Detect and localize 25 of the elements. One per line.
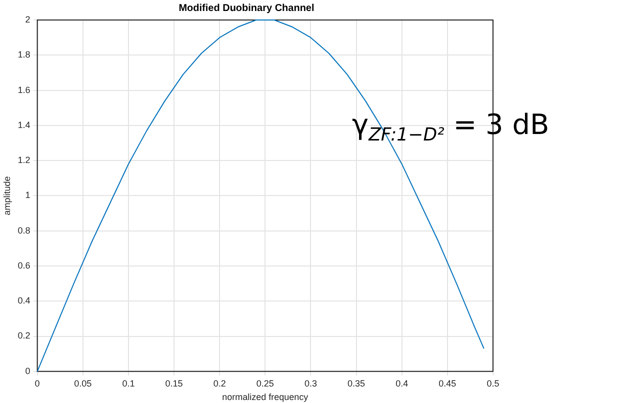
- y-tick-label: 1.4: [18, 120, 30, 130]
- x-tick-label: 0.25: [256, 378, 274, 388]
- y-tick-label: 1.8: [18, 50, 30, 60]
- y-tick-label: 0.2: [18, 330, 30, 341]
- x-tick-label: 0: [34, 378, 40, 388]
- x-tick-label: 0.45: [438, 378, 456, 388]
- x-tick-label: 0.3: [304, 378, 317, 388]
- x-tick-label: 0.5: [486, 378, 500, 388]
- chart-title: Modified Duobinary Channel: [178, 2, 314, 14]
- x-tick-label: 0.05: [74, 378, 92, 388]
- y-tick-label: 0.8: [18, 225, 30, 236]
- x-tick-label: 0.1: [122, 378, 135, 388]
- y-tick-label: 1.6: [18, 84, 30, 95]
- y-tick-label: 0: [25, 366, 30, 376]
- y-axis-title: amplitude: [2, 176, 12, 216]
- x-tick-label: 0.15: [165, 378, 183, 388]
- y-tick-label: 1.2: [18, 155, 30, 166]
- x-tick-label: 0.2: [213, 378, 226, 388]
- y-tick-label: 0.6: [18, 260, 30, 270]
- x-tick-label: 0.35: [348, 378, 366, 388]
- x-axis-title: normalized frequency: [222, 392, 309, 402]
- y-tick-label: 2: [25, 14, 30, 24]
- x-tick-label: 0.4: [396, 378, 408, 388]
- y-tick-label: 1: [25, 190, 30, 200]
- y-tick-label: 0.4: [18, 296, 30, 306]
